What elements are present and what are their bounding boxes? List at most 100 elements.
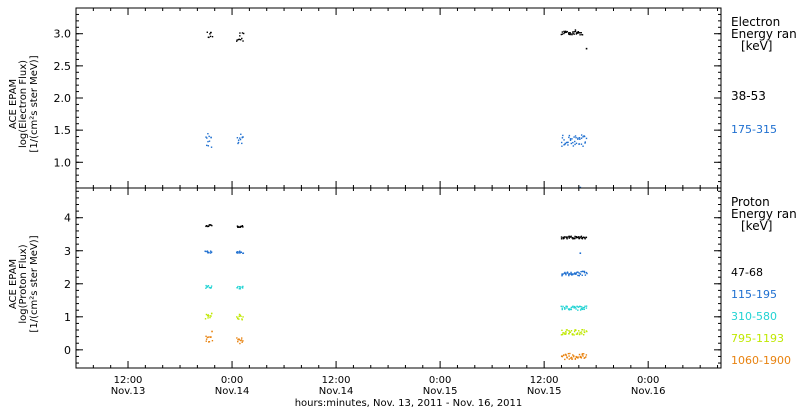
data-point xyxy=(565,330,567,333)
data-point xyxy=(205,284,207,287)
data-point xyxy=(239,342,241,345)
data-point xyxy=(566,272,568,274)
data-point xyxy=(242,316,244,318)
data-point xyxy=(210,31,212,34)
legend-unit: [keV] xyxy=(741,219,772,233)
data-point xyxy=(236,316,238,318)
data-point xyxy=(242,32,245,35)
legend-title: Electron xyxy=(731,15,780,29)
data-point xyxy=(578,353,581,356)
data-point xyxy=(207,336,210,338)
data-point xyxy=(579,252,582,255)
data-point xyxy=(567,352,570,355)
data-point xyxy=(240,339,242,342)
data-point xyxy=(572,305,574,307)
data-point xyxy=(205,338,208,340)
data-point xyxy=(572,236,574,239)
data-point xyxy=(211,35,214,38)
data-point xyxy=(580,331,583,333)
data-point xyxy=(238,252,240,254)
data-point xyxy=(567,236,569,238)
data-point xyxy=(239,226,241,228)
data-point xyxy=(581,274,583,276)
y-tick-label: 2.0 xyxy=(54,92,72,105)
legend-entry: 175-315 xyxy=(731,123,777,136)
data-point xyxy=(209,224,211,226)
data-point xyxy=(571,334,574,336)
data-point xyxy=(208,140,211,142)
data-point xyxy=(569,32,571,34)
data-point xyxy=(566,305,568,308)
data-point xyxy=(579,356,582,359)
data-point xyxy=(581,354,583,356)
data-point xyxy=(584,142,586,144)
data-point xyxy=(567,141,569,144)
data-point xyxy=(574,357,577,360)
data-point xyxy=(240,315,242,318)
data-point xyxy=(239,225,242,228)
data-point xyxy=(574,235,576,238)
data-point xyxy=(211,312,213,315)
data-point xyxy=(572,238,574,240)
data-point xyxy=(237,226,239,228)
data-point xyxy=(211,224,213,227)
data-point xyxy=(240,133,242,136)
data-point xyxy=(581,353,584,355)
data-point xyxy=(561,308,563,311)
data-point xyxy=(572,273,574,275)
data-point xyxy=(208,135,210,138)
legend-subtitle: Energy ran xyxy=(731,27,797,41)
data-point xyxy=(568,33,570,36)
plot-frame xyxy=(75,7,722,189)
data-point xyxy=(210,336,212,338)
data-point xyxy=(207,341,210,343)
data-point xyxy=(570,33,572,35)
x-tick-date-label: Nov.15 xyxy=(423,386,458,397)
data-point xyxy=(242,40,244,42)
data-point xyxy=(568,274,570,277)
data-point xyxy=(571,306,574,308)
data-point xyxy=(237,317,239,319)
data-point xyxy=(568,358,570,360)
data-point xyxy=(239,250,241,252)
data-point xyxy=(241,318,243,320)
data-point xyxy=(583,308,585,311)
data-point xyxy=(585,354,588,356)
data-point xyxy=(570,235,572,237)
data-point xyxy=(561,33,564,35)
data-point xyxy=(236,252,238,254)
data-point xyxy=(571,237,573,239)
x-tick-date-label: Nov.13 xyxy=(111,386,146,397)
data-point xyxy=(579,32,581,34)
data-point xyxy=(205,250,207,253)
data-point xyxy=(580,134,583,136)
data-point xyxy=(239,286,242,288)
data-point xyxy=(575,236,578,238)
data-point xyxy=(575,32,578,34)
data-point xyxy=(585,236,587,239)
data-point xyxy=(578,274,580,277)
data-point xyxy=(585,47,588,50)
data-point xyxy=(574,143,576,146)
data-point xyxy=(237,340,239,343)
data-point xyxy=(566,271,569,273)
data-point xyxy=(570,330,573,332)
data-point xyxy=(576,236,579,239)
data-point xyxy=(569,357,572,359)
series-1060-1900 xyxy=(205,330,588,361)
x-tick-time-label: 0:00 xyxy=(221,375,243,386)
data-point xyxy=(581,308,584,311)
data-point xyxy=(210,136,212,139)
data-point xyxy=(581,237,584,239)
y-tick-label: 0 xyxy=(64,344,71,357)
data-point xyxy=(561,307,563,309)
data-point xyxy=(242,136,244,138)
data-point xyxy=(563,236,565,239)
data-point xyxy=(205,335,207,338)
data-point xyxy=(208,286,211,289)
data-point xyxy=(205,136,207,138)
x-tick-time-label: 0:00 xyxy=(637,375,659,386)
data-point xyxy=(566,30,568,33)
data-point xyxy=(560,334,563,336)
data-point xyxy=(577,137,579,139)
